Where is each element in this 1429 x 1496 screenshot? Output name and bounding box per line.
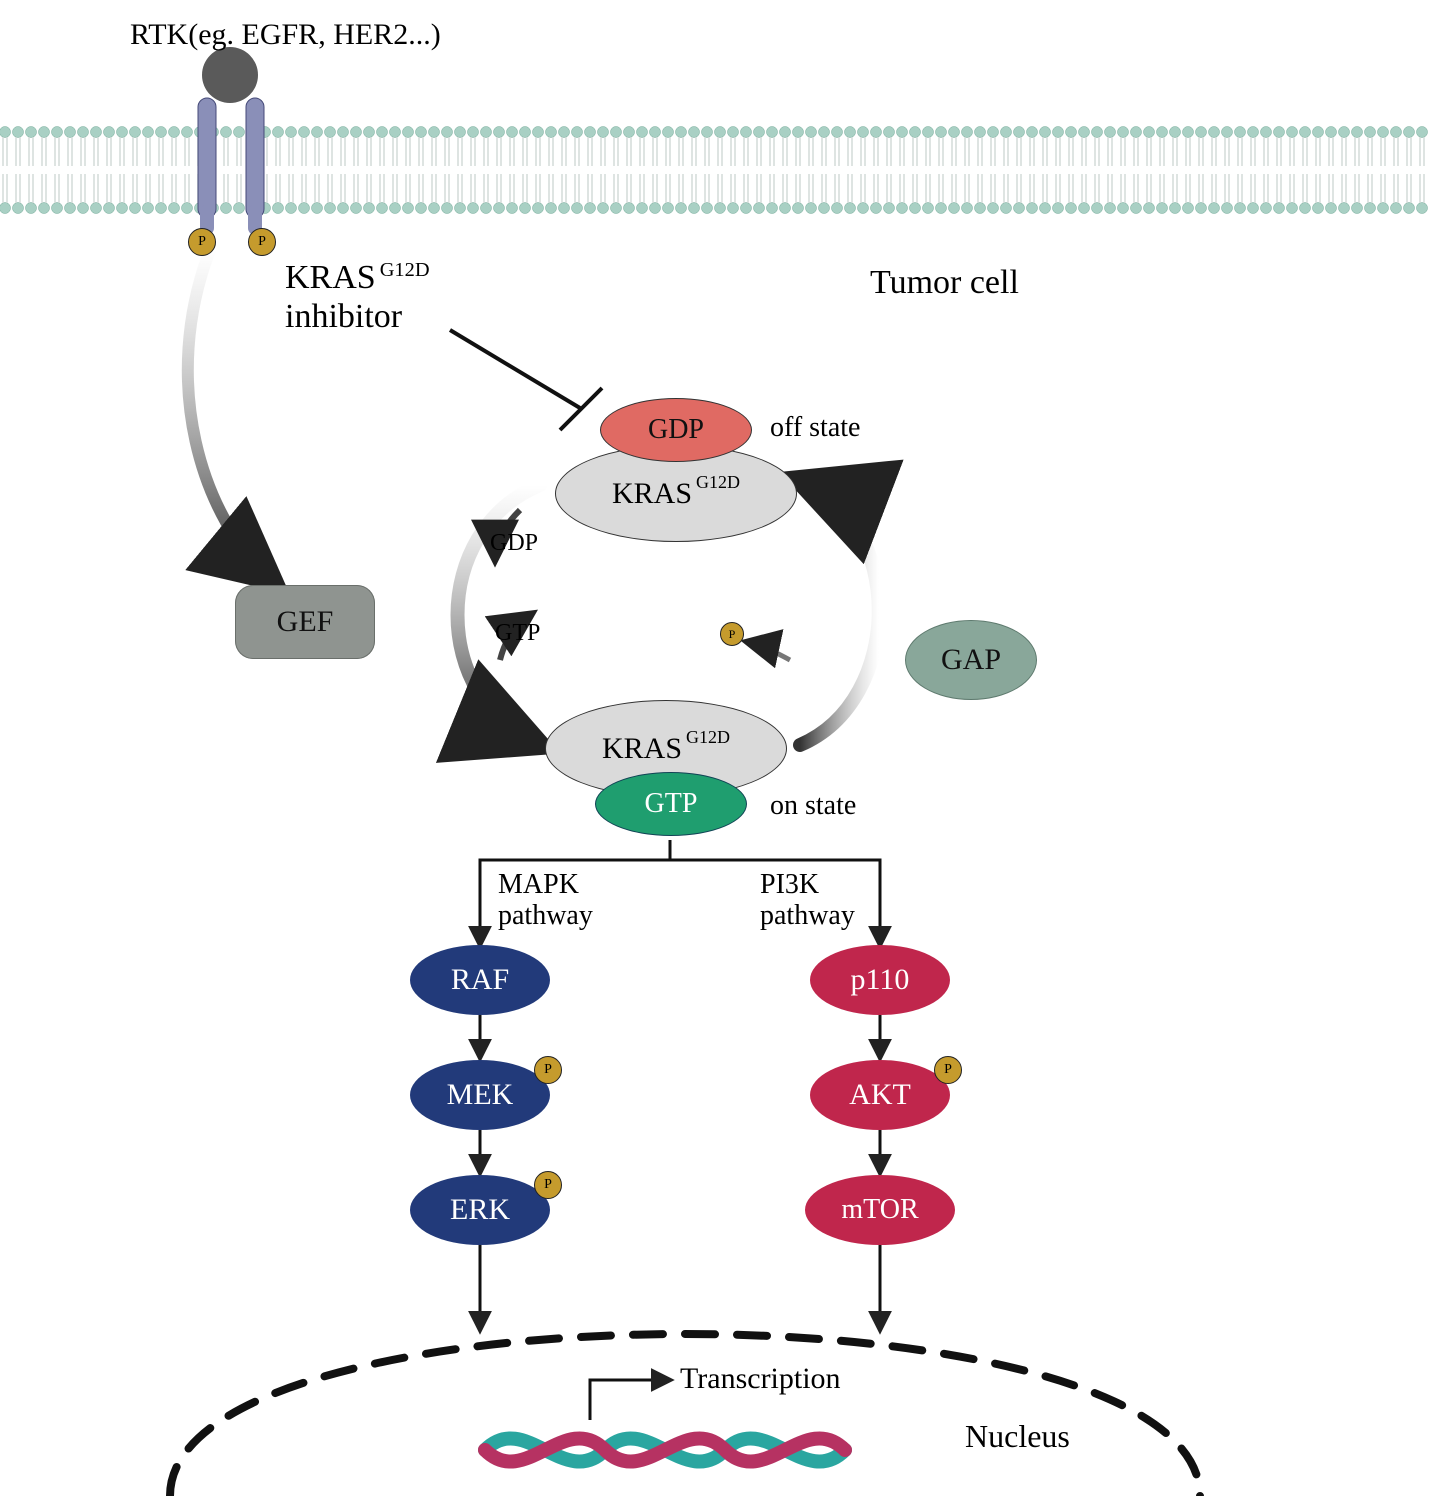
gap-text: GAP	[941, 643, 1001, 677]
erk-node: ERK	[410, 1175, 550, 1245]
inhibitor-arrow	[450, 330, 602, 430]
gap-node: GAP	[905, 620, 1037, 700]
gtp-small-label: GTP	[495, 620, 540, 647]
mtor-node: mTOR	[805, 1175, 955, 1245]
inhibitor-sup: G12D	[380, 259, 430, 281]
tumor-cell-label: Tumor cell	[870, 264, 1019, 302]
pi3k-l1: PI3K	[760, 869, 819, 900]
phos-akt: P	[934, 1056, 962, 1084]
dna-helix	[485, 1438, 845, 1461]
gdp-node: GDP	[600, 398, 752, 462]
gdp-text: GDP	[648, 414, 704, 446]
diagram-canvas: RTK(eg. EGFR, HER2...) Tumor cell KRASG1…	[0, 0, 1429, 1496]
mtor-text: mTOR	[841, 1194, 918, 1226]
inhibitor-l2: inhibitor	[285, 298, 402, 335]
phos-rtk-right: P	[248, 228, 276, 256]
off-state-label: off state	[770, 412, 860, 444]
akt-text: AKT	[849, 1078, 911, 1112]
kras-on-text: KRAS	[602, 732, 682, 766]
gef-text: GEF	[277, 605, 334, 639]
phos-mek: P	[534, 1056, 562, 1084]
phos-rtk-left: P	[188, 228, 216, 256]
mapk-l1: MAPK	[498, 869, 579, 900]
phos-erk: P	[534, 1171, 562, 1199]
kras-on-sup: G12D	[686, 727, 730, 748]
p110-node: p110	[810, 945, 950, 1015]
kras-off-sup: G12D	[696, 472, 740, 493]
rtk-label: RTK(eg. EGFR, HER2...)	[130, 18, 441, 52]
transcription-label: Transcription	[680, 1362, 841, 1396]
on-state-label: on state	[770, 790, 856, 822]
gef-node: GEF	[235, 585, 375, 659]
phos-cycle: P	[720, 622, 744, 646]
pi3k-l2: pathway	[760, 900, 855, 931]
pi3k-label: PI3K pathway	[760, 870, 855, 932]
gtp-text: GTP	[645, 788, 698, 820]
inhibitor-label: KRASG12D inhibitor	[285, 258, 430, 336]
raf-text: RAF	[451, 963, 509, 997]
rtk-receptor	[198, 47, 264, 235]
nucleus-label: Nucleus	[965, 1418, 1070, 1455]
mapk-label: MAPK pathway	[498, 870, 593, 932]
mek-node: MEK	[410, 1060, 550, 1130]
gtp-node: GTP	[595, 772, 747, 836]
inhibitor-l1: KRAS	[285, 259, 376, 296]
membrane-icon	[0, 127, 1428, 214]
raf-node: RAF	[410, 945, 550, 1015]
gdp-small-label: GDP	[490, 530, 538, 557]
erk-text: ERK	[450, 1193, 510, 1227]
mek-text: MEK	[447, 1078, 514, 1112]
p110-text: p110	[851, 963, 910, 997]
akt-node: AKT	[810, 1060, 950, 1130]
mapk-l2: pathway	[498, 900, 593, 931]
kras-off-text: KRAS	[612, 477, 692, 511]
